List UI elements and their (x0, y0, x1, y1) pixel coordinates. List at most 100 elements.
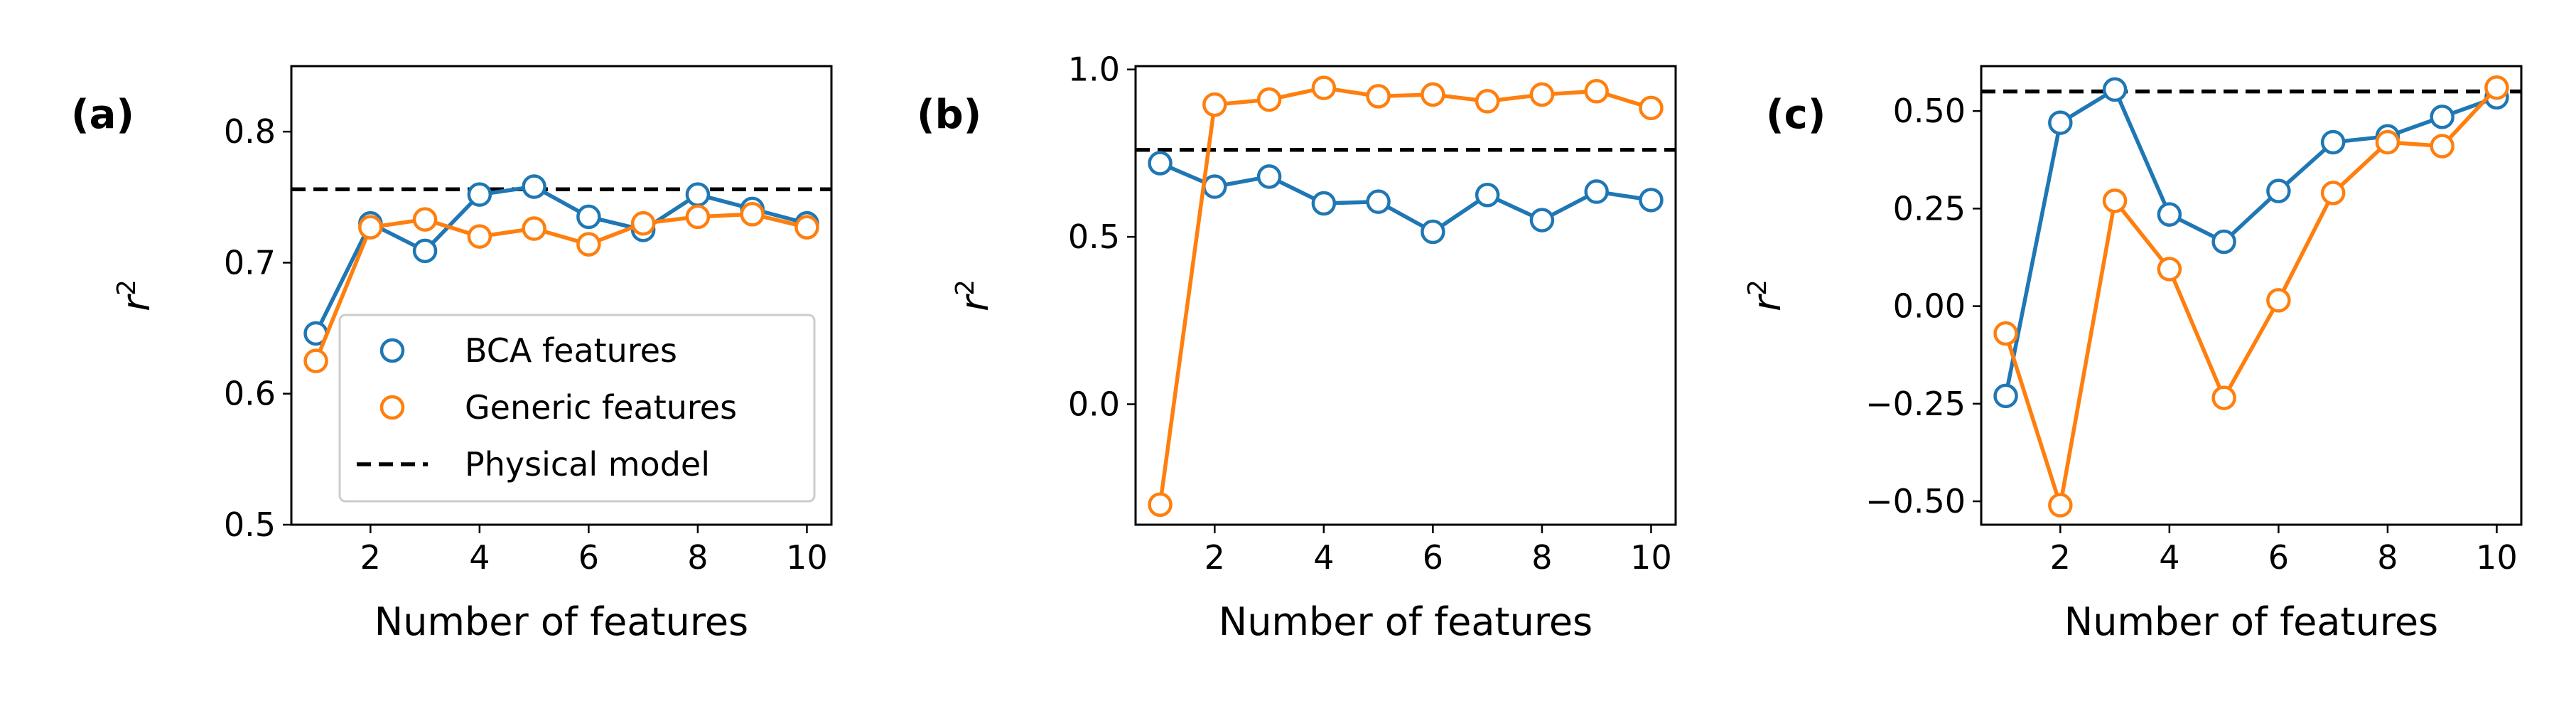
x-tick-label: 10 (786, 538, 828, 577)
y-axis-label: r2 (112, 279, 158, 311)
data-point-bca (2266, 178, 2291, 203)
x-axis-label: Number of features (2064, 599, 2438, 644)
data-point-bca (1639, 188, 1664, 213)
y-tick-label: 0.8 (224, 112, 276, 151)
data-point-generic (1202, 92, 1227, 117)
panel-b: 2 4 6 8 10 0.0 0.5 1.0 Number of features r2 (b) (917, 50, 1677, 644)
data-point-generic (412, 207, 438, 232)
data-point-generic (2375, 129, 2400, 155)
data-point-generic (1475, 89, 1500, 114)
data-point-bca (1993, 383, 2018, 409)
data-point-generic (1421, 82, 1445, 107)
data-point-generic (1148, 492, 1173, 518)
data-point-bca (1421, 219, 1445, 245)
panel-label: (b) (917, 92, 981, 138)
axes-frame (290, 65, 833, 526)
data-point-generic (1993, 321, 2018, 346)
data-point-bca (685, 182, 711, 207)
data-point-generic (2430, 134, 2454, 159)
x-axis-label: Number of features (1219, 599, 1593, 644)
axes-frame (1134, 65, 1677, 526)
y-tick-label: 0.50 (1893, 92, 1966, 130)
x-tick-label: 4 (2159, 538, 2179, 577)
data-point-bca (467, 182, 492, 207)
legend-frame (338, 314, 816, 503)
data-point-generic (467, 224, 492, 249)
data-point-bca (522, 174, 546, 199)
data-point-generic (1529, 82, 1555, 107)
data-point-generic (1639, 95, 1664, 121)
panel-label: (c) (1766, 92, 1826, 138)
data-point-generic (2157, 257, 2182, 282)
data-point-bca (2211, 229, 2236, 255)
data-point-bca (412, 238, 438, 264)
data-point-generic (358, 215, 383, 240)
x-tick-label: 6 (578, 538, 599, 577)
series-line-bca (1159, 161, 1651, 234)
data-point-bca (2157, 202, 2182, 227)
data-point-bca (1311, 191, 1337, 216)
y-axis-label: r2 (951, 279, 997, 311)
y-tick-label: −0.50 (1865, 482, 1966, 520)
data-point-bca (2320, 129, 2346, 155)
x-tick-label: 2 (360, 538, 381, 577)
y-tick-label: 0.25 (1893, 189, 1966, 228)
data-point-bca (1475, 183, 1500, 208)
data-point-generic (630, 210, 656, 236)
data-point-bca (1584, 179, 1609, 204)
data-point-generic (740, 201, 765, 227)
y-tick-label: 0.00 (1893, 287, 1966, 326)
legend-marker-generic (379, 395, 405, 420)
data-point-bca (1366, 189, 1391, 214)
data-point-bca (1256, 164, 1282, 189)
data-point-generic (2484, 75, 2509, 100)
data-point-bca (2048, 110, 2073, 135)
panel-label: (a) (71, 92, 134, 138)
data-point-bca (1202, 174, 1227, 199)
data-point-bca (2430, 105, 2454, 129)
legend-label-bca: BCA features (465, 331, 677, 370)
series-line-generic (313, 212, 808, 362)
x-tick-label: 10 (2476, 538, 2518, 577)
data-point-generic (2266, 288, 2291, 313)
series-line-generic (1158, 85, 1652, 506)
legend-marker-bca (379, 338, 405, 363)
x-tick-label: 2 (2050, 538, 2071, 577)
data-point-generic (1366, 84, 1391, 109)
panel-c: 2 4 6 8 10 −0.50 −0.25 0.00 0.25 0.50 Number of fe… (1743, 65, 2523, 644)
x-tick-label: 4 (1313, 538, 1334, 577)
y-axis-label: r2 (1743, 279, 1789, 311)
x-tick-label: 6 (1423, 538, 1443, 577)
y-tick-label: 0.5 (224, 506, 276, 544)
x-tick-label: 8 (1531, 538, 1552, 577)
axes-frame (1980, 65, 2523, 526)
y-tick-label: 0.6 (224, 375, 276, 413)
data-point-generic (1256, 87, 1282, 112)
data-point-generic (794, 215, 819, 240)
data-point-generic (2320, 181, 2346, 205)
y-tick-label: 1.0 (1068, 50, 1120, 89)
y-axis-label-text: r2 (112, 279, 158, 311)
data-point-generic (576, 232, 601, 257)
data-point-generic (2102, 188, 2128, 213)
x-axis-label: Number of features (374, 599, 748, 644)
legend-label-physical: Physical model (465, 445, 710, 483)
x-tick-label: 8 (2377, 538, 2398, 577)
data-point-generic (2211, 385, 2236, 410)
legend: BCA features Generic features Physical mod… (338, 314, 816, 503)
x-tick-label: 8 (687, 538, 708, 577)
data-point-bca (1148, 151, 1173, 176)
y-axis-label-text: r2 (1743, 279, 1789, 311)
data-point-bca (2102, 77, 2128, 102)
y-axis-label-text: r2 (951, 279, 997, 311)
data-point-generic (2048, 493, 2073, 518)
y-tick-label: 0.7 (224, 243, 276, 282)
y-tick-label: −0.25 (1865, 385, 1966, 423)
data-point-generic (522, 216, 546, 241)
series-line-generic (2003, 86, 2499, 508)
y-tick-label: 0.0 (1068, 385, 1120, 424)
legend-label-generic: Generic features (465, 388, 737, 427)
y-tick-label: 0.5 (1068, 218, 1120, 256)
data-point-generic (685, 204, 711, 230)
